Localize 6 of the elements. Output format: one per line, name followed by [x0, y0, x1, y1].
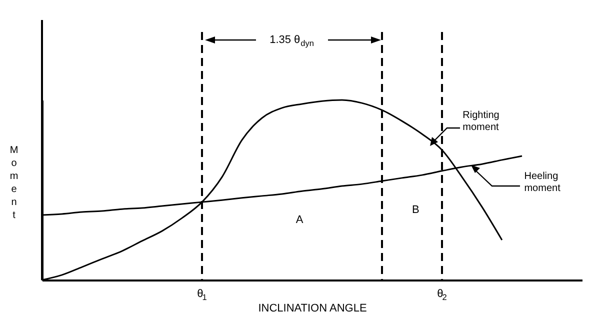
annotation: B	[412, 204, 420, 216]
x-axis-title: INCLINATION ANGLE	[258, 302, 367, 314]
annotation: A	[296, 214, 304, 226]
text: Righting moment	[462, 110, 500, 133]
legend-label: Heeling moment	[524, 171, 561, 194]
y-axis-title: Moment	[10, 145, 18, 221]
